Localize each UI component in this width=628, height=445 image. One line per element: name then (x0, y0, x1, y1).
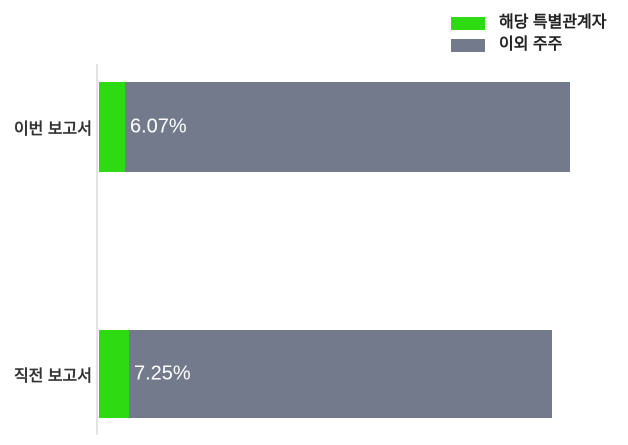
category-label-current-report: 이번 보고서 (13, 121, 92, 138)
legend-item-other-shareholders[interactable]: 이외 주주 (451, 34, 607, 56)
stacked-bar-previous-report: 7.25% (99, 330, 552, 418)
legend-swatch-green (451, 16, 485, 30)
y-axis-line (96, 64, 98, 435)
legend-label-special-related: 해당 특별관계자 (499, 14, 607, 31)
category-label-previous-report: 직전 보고서 (13, 368, 92, 385)
value-label-previous-report: 7.25% (134, 362, 191, 385)
stacked-bar-current-report: 6.07% (99, 82, 570, 172)
bar-row-current-report: 이번 보고서 6.07% (0, 82, 628, 172)
legend-label-other-shareholders: 이외 주주 (499, 36, 563, 53)
legend-item-special-related[interactable]: 해당 특별관계자 (451, 12, 607, 34)
bar-segment-special-related (99, 330, 129, 418)
value-label-current-report: 6.07% (130, 115, 187, 138)
chart-legend: 해당 특별관계자 이외 주주 (451, 12, 607, 56)
bar-segment-other-shareholders: 7.25% (129, 330, 552, 418)
bar-segment-other-shareholders: 6.07% (125, 82, 570, 172)
legend-swatch-gray (451, 38, 485, 52)
bar-row-previous-report: 직전 보고서 7.25% (0, 330, 628, 418)
bar-segment-special-related (99, 82, 125, 172)
